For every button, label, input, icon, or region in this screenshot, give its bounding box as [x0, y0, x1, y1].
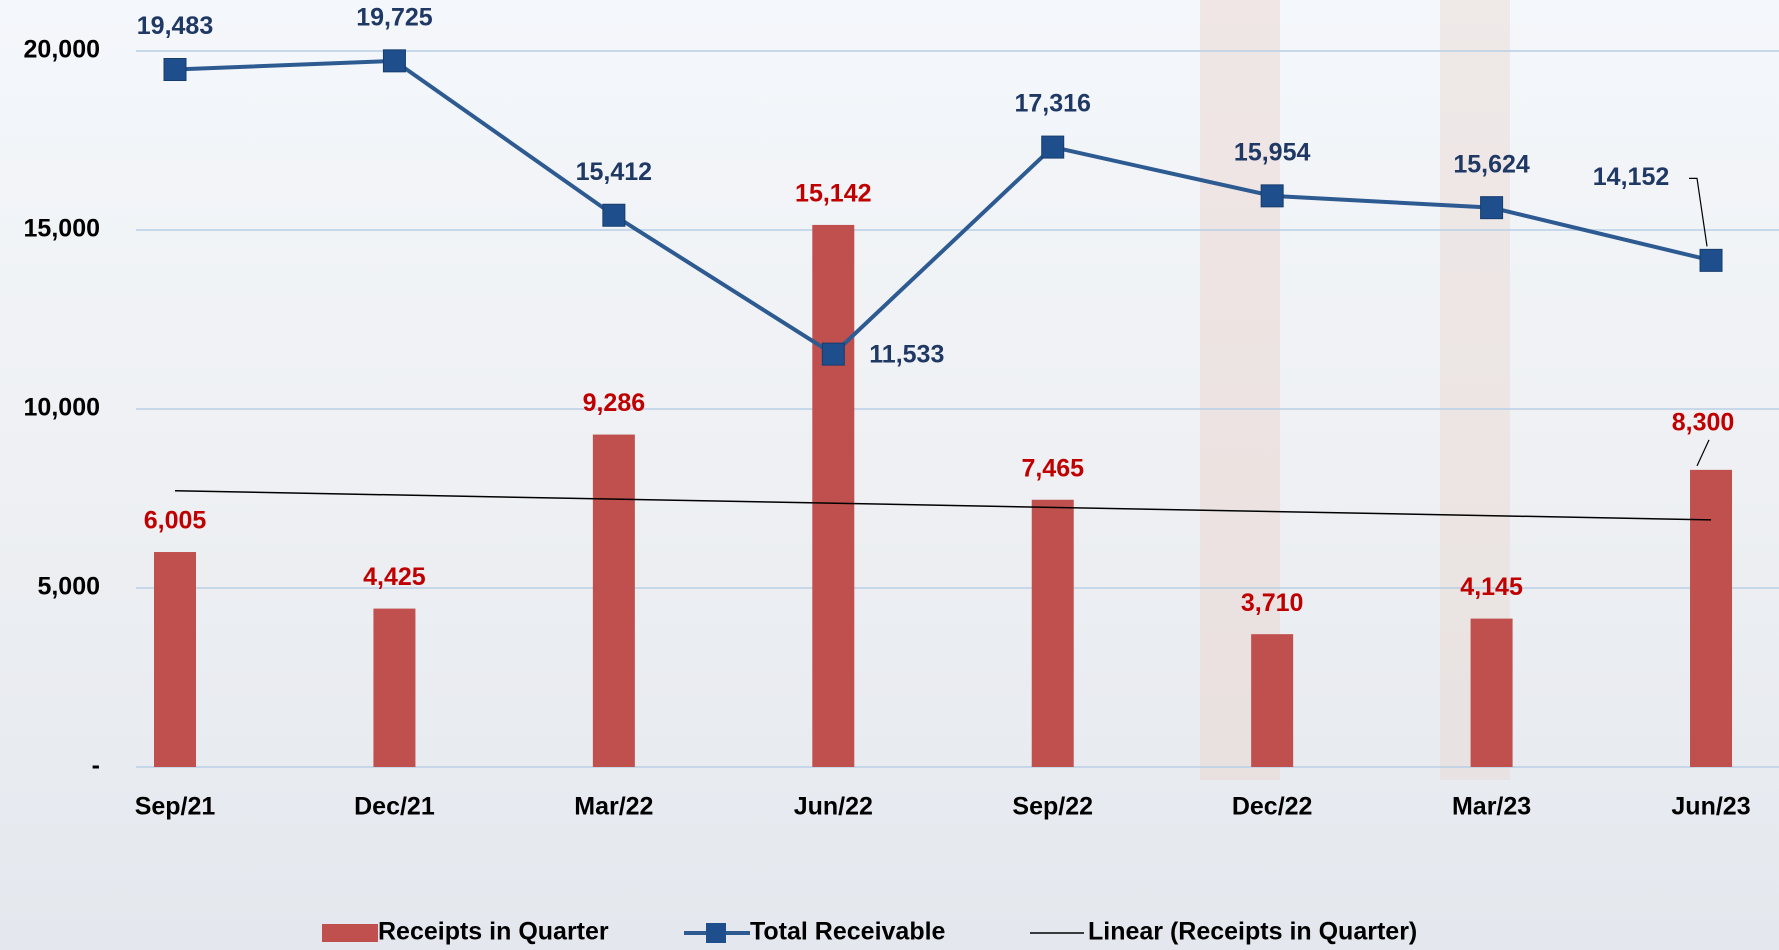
line-marker — [822, 343, 844, 365]
bar — [1471, 619, 1513, 767]
line-marker — [1481, 197, 1503, 219]
bar-value-label: 4,425 — [363, 563, 426, 591]
bar-value-label: 15,142 — [795, 180, 871, 208]
legend-label: Receipts in Quarter — [378, 918, 609, 946]
x-tick-label: Mar/23 — [1452, 793, 1531, 821]
bar — [373, 609, 415, 767]
line-marker — [1042, 136, 1064, 158]
line-value-label: 15,412 — [576, 158, 652, 186]
y-tick-label: 5,000 — [37, 573, 100, 601]
line-value-label: 19,483 — [137, 12, 213, 40]
y-tick-label: 10,000 — [24, 394, 100, 422]
x-tick-label: Dec/22 — [1232, 793, 1313, 821]
x-tick-label: Dec/21 — [354, 793, 435, 821]
bar — [1032, 500, 1074, 767]
legend-swatch — [706, 923, 726, 943]
x-tick-label: Sep/21 — [135, 793, 216, 821]
bar-value-label: 6,005 — [144, 507, 207, 535]
y-tick-label: 20,000 — [24, 36, 100, 64]
line-marker — [1261, 185, 1283, 207]
y-tick-label: 15,000 — [24, 215, 100, 243]
line-value-label: 11,533 — [869, 341, 944, 369]
legend-swatch — [322, 924, 378, 942]
line-value-label: 14,152 — [1593, 163, 1669, 191]
bar-value-label: 4,145 — [1460, 573, 1523, 601]
bar — [154, 552, 196, 767]
bar — [1251, 634, 1293, 767]
bar — [593, 435, 635, 767]
bar — [812, 225, 854, 767]
chart: - 5,000 10,000 15,000 20,000 Sep/21 Dec/21 Mar/… — [0, 0, 1779, 950]
line-value-label: 19,725 — [356, 3, 433, 31]
x-tick-label: Jun/22 — [794, 793, 873, 821]
line-value-label: 15,954 — [1234, 138, 1311, 166]
legend-label: Total Receivable — [750, 918, 946, 946]
line-value-label: 17,316 — [1014, 90, 1090, 118]
bar-value-label: 7,465 — [1021, 454, 1084, 482]
bar-value-label: 8,300 — [1672, 408, 1735, 436]
line-marker — [383, 50, 405, 72]
legend: Receipts in Quarter Total Receivable Linea… — [322, 918, 1417, 946]
line-marker — [1700, 249, 1722, 271]
bar — [1690, 470, 1732, 767]
bar-value-label: 3,710 — [1241, 589, 1304, 617]
bar-value-label: 9,286 — [583, 389, 646, 417]
line-marker — [164, 59, 186, 81]
x-tick-label: Jun/23 — [1671, 793, 1750, 821]
x-tick-label: Sep/22 — [1012, 793, 1093, 821]
line-value-label: 15,624 — [1453, 150, 1530, 178]
legend-label: Linear (Receipts in Quarter) — [1088, 918, 1417, 946]
x-tick-label: Mar/22 — [574, 793, 653, 821]
y-tick-label: - — [92, 752, 100, 780]
line-marker — [603, 204, 625, 226]
